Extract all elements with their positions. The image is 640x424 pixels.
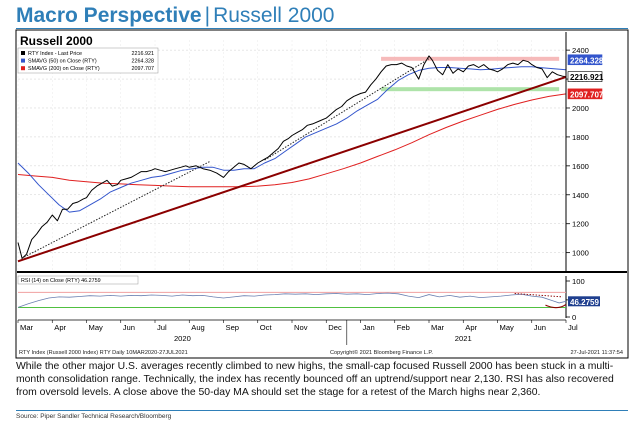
price-tick-label: 1400 xyxy=(572,191,589,200)
legend-value: 2097.707 xyxy=(132,66,154,72)
x-tick-label: May xyxy=(89,323,104,332)
x-tick-label: May xyxy=(500,323,515,332)
rsi-last-tag: 46.2759 xyxy=(570,298,599,307)
last-value-tags: 2264.328 2216.921 2097.707 xyxy=(567,54,604,100)
price-last-tag: 2216.921 xyxy=(570,73,604,82)
caption-text: While the other major U.S. averages rece… xyxy=(16,361,614,398)
x-tick-label: Oct xyxy=(260,323,273,332)
x-axis: Mar Apr May Jun Jul Aug Sep Oct Nov Dec Jan Feb Mar A… xyxy=(17,319,578,345)
rsi-pane: 050100RSI (14) on Close (RTY) 46.275946.… xyxy=(17,275,600,322)
x-tick-label: Dec xyxy=(328,323,342,332)
range-bands xyxy=(381,56,560,92)
rsi-legend-box xyxy=(17,275,139,285)
legend-swatch xyxy=(21,58,25,63)
uptrend-line xyxy=(17,75,567,263)
legend-box xyxy=(17,47,159,74)
chart-footer-right: 27-Jul-2021 11:37:54 xyxy=(571,350,623,356)
chart-legend: RTY Index - Last Price 2216.921 SMAVG (50)… xyxy=(17,47,159,74)
dotted-trend-line-2 xyxy=(264,58,430,161)
sma50-line xyxy=(17,66,567,213)
title-separator: | xyxy=(204,4,211,27)
source-note: Source: Piper Sandler Technical Research… xyxy=(16,413,172,420)
legend-label: SMAVG (50) on Close (RTY) xyxy=(28,59,97,65)
legend-label: SMAVG (200) on Close (RTY) xyxy=(28,66,100,72)
price-line xyxy=(17,55,567,259)
x-tick-label: Sep xyxy=(226,323,240,332)
title-divider xyxy=(16,28,628,29)
x-tick-label: Jun xyxy=(123,323,135,332)
chart-footer-left: RTY Index (Russell 2000 Index) RTY Daily… xyxy=(19,350,188,356)
support-band xyxy=(381,87,560,92)
legend-swatch xyxy=(21,51,25,55)
price-tick-label: 2400 xyxy=(572,46,589,55)
rsi-legend-label: RSI (14) on Close (RTY) 46.2759 xyxy=(21,278,101,284)
price-series xyxy=(17,55,567,259)
x-tick-label: Aug xyxy=(191,323,205,332)
x-tick-label: Jul xyxy=(568,323,578,332)
sma50-last-tag-bg xyxy=(567,54,603,66)
x-tick-label: Jan xyxy=(363,323,375,332)
price-tick-label: 2000 xyxy=(572,104,589,113)
chart-title: Russell 2000 xyxy=(20,34,93,48)
trend-lines xyxy=(17,58,567,263)
price-tick-label: 1600 xyxy=(572,162,589,171)
year-label-2020: 2020 xyxy=(174,334,191,343)
rsi-downtrend-line xyxy=(514,293,563,298)
legend-swatch xyxy=(21,66,25,71)
rsi-tick-label: 0 xyxy=(572,313,576,322)
x-tick-label: Apr xyxy=(54,323,66,332)
price-tick-label: 1800 xyxy=(572,133,589,142)
sma50-last-tag: 2264.328 xyxy=(570,56,604,65)
rsi-last-tag-bg xyxy=(568,296,600,307)
rsi-line xyxy=(17,292,567,308)
rsi-recovery-arc xyxy=(545,303,567,309)
price-tick-label: 1200 xyxy=(572,220,589,229)
legend-label: RTY Index - Last Price xyxy=(28,51,82,57)
chart-footer-center: Copyright© 2021 Bloomberg Finance L.P. xyxy=(330,349,433,356)
title-main: Macro Perspective xyxy=(16,4,202,27)
x-tick-label: Mar xyxy=(431,323,445,332)
legend-value: 2216.921 xyxy=(132,51,154,57)
year-label-2021: 2021 xyxy=(455,334,472,343)
sma200-last-tag: 2097.707 xyxy=(570,90,604,99)
x-tick-label: Nov xyxy=(294,323,308,332)
resistance-band xyxy=(381,56,560,61)
rsi-tick-label: 100 xyxy=(572,277,585,286)
price-tick-label: 1000 xyxy=(572,249,589,258)
page-title: Macro Perspective | Russell 2000 xyxy=(16,4,334,28)
x-tick-label: Jul xyxy=(157,323,167,332)
x-tick-label: Apr xyxy=(465,323,477,332)
x-tick-label: Mar xyxy=(20,323,34,332)
x-tick-label: Feb xyxy=(397,323,410,332)
chart-frame xyxy=(15,29,629,359)
sma200-last-tag-bg xyxy=(567,88,603,100)
dotted-trend-line-1 xyxy=(21,161,211,259)
russell-2000-chart: 10001200140016001800200022002400 2264.32… xyxy=(15,29,629,359)
title-subtitle: Russell 2000 xyxy=(213,4,335,27)
source-divider xyxy=(16,410,628,411)
x-tick-label: Jun xyxy=(534,323,546,332)
price-last-tag-bg xyxy=(567,71,603,82)
legend-value: 2264.328 xyxy=(132,59,154,65)
